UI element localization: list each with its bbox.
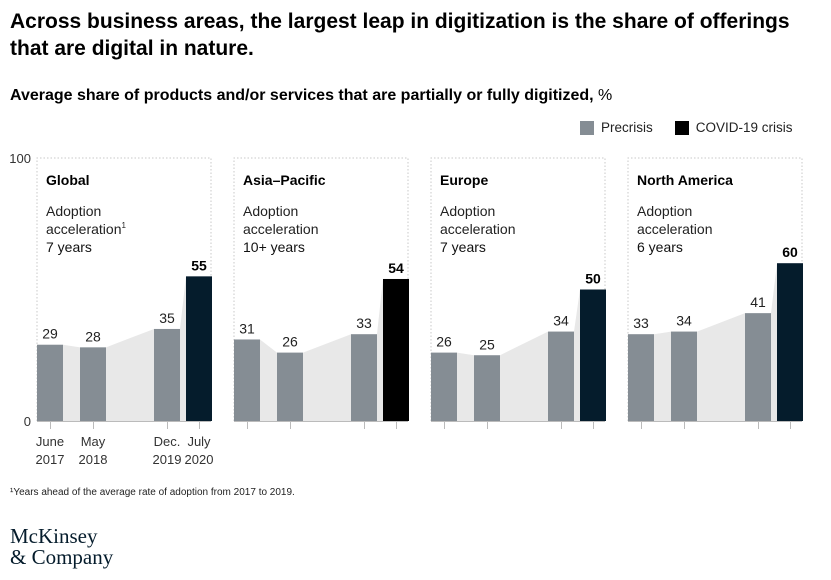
trend-area [234,334,377,421]
acceleration-label: Adoption [46,203,101,219]
chart-subtitle: Average share of products and/or service… [10,87,612,105]
x-tick-label: 2020 [185,452,214,467]
trend-area-crisis [180,276,186,421]
region-label-europe: Europe [440,172,488,188]
bar-precrisis [745,313,771,421]
subtitle-unit: % [598,87,613,104]
trend-area-crisis [574,289,580,421]
acceleration-label: acceleration [637,221,713,237]
bar-covid [186,276,212,421]
acceleration-value: 10+ years [243,239,305,255]
acceleration-label: Adoption [243,203,298,219]
legend-item-covid: COVID-19 crisis [674,120,793,135]
x-tick-label: May [81,434,106,449]
footnote-marker: 1 [122,221,127,230]
bar-precrisis [548,331,574,421]
bar-precrisis [431,352,457,421]
bar-precrisis [277,352,303,421]
y-tick-label: 0 [24,414,31,429]
x-tick-label: 2018 [79,452,108,467]
bar-covid [580,289,606,421]
trend-area-crisis [771,263,777,421]
data-label: 60 [782,244,798,260]
acceleration-label: acceleration [243,221,319,237]
trend-area-crisis [377,278,383,421]
data-label: 26 [282,334,298,350]
x-tick-label: 2017 [36,452,65,467]
bar-covid [777,263,803,421]
legend-item-precrisis: Precrisis [580,120,653,135]
region-label-north-america: North America [637,172,733,188]
data-label: 54 [388,260,404,276]
data-label: 29 [42,326,58,342]
data-label: 34 [676,313,692,329]
acceleration-value: 7 years [440,239,486,255]
trend-area [431,331,574,421]
data-label: 25 [479,336,495,352]
logo-line-2: & Company [10,545,114,569]
data-label: 33 [356,315,372,331]
x-tick-label: Dec. [154,434,181,449]
bar-precrisis [154,328,180,421]
bar-precrisis [234,339,260,421]
acceleration-label: acceleration [440,221,516,237]
bar-precrisis [37,344,63,421]
region-label-global: Global [46,172,90,188]
legend-swatch-covid [674,120,689,135]
acceleration-label: Adoption [440,203,495,219]
region-label-asia-pacific: Asia–Pacific [243,172,326,188]
chart-title: Across business areas, the largest leap … [10,10,790,60]
subtitle-main: Average share of products and/or service… [10,87,594,104]
acceleration-label: acceleration1 [46,221,127,237]
mckinsey-logo: McKinsey & Company [10,526,113,568]
trend-area [628,313,771,421]
bar-precrisis [671,331,697,421]
footnote: ¹Years ahead of the average rate of adop… [10,487,295,498]
bar-precrisis [351,334,377,421]
legend: Precrisis COVID-19 crisis [580,120,793,135]
data-label: 34 [553,313,569,329]
bar-precrisis [474,355,500,421]
x-tick-label: July [187,434,211,449]
data-label: 35 [159,310,175,326]
logo-line-1: McKinsey [10,524,98,548]
y-tick-label: 100 [9,151,31,166]
bar-precrisis [80,347,106,421]
trend-area [37,328,180,421]
legend-swatch-precrisis [580,120,594,135]
bar-covid [383,278,409,421]
acceleration-value: 6 years [637,239,683,255]
x-tick-label: 2019 [153,452,182,467]
data-label: 50 [585,271,601,287]
data-label: 41 [750,294,766,310]
legend-label-precrisis: Precrisis [601,120,653,135]
data-label: 55 [191,257,207,273]
data-label: 28 [85,328,101,344]
x-tick-label: June [36,434,64,449]
bar-precrisis [628,334,654,421]
data-label: 33 [633,315,649,331]
acceleration-value: 7 years [46,239,92,255]
data-label: 31 [239,320,255,336]
acceleration-label: Adoption [637,203,692,219]
data-label: 26 [436,334,452,350]
legend-label-covid: COVID-19 crisis [695,120,793,135]
